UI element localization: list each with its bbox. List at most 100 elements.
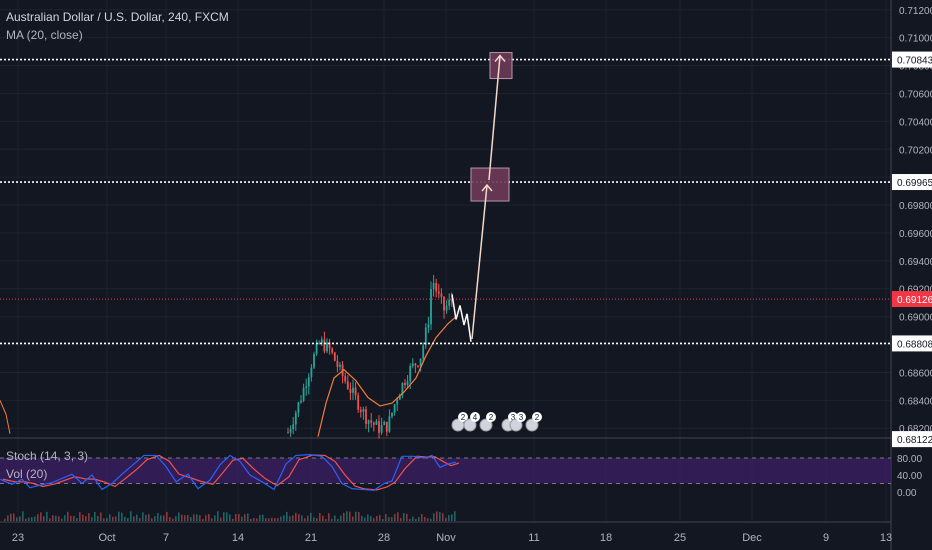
- candle-body: [326, 342, 328, 352]
- price-tick-label: 0.69400: [899, 257, 932, 268]
- volume-bar: [76, 517, 78, 521]
- symbol-title[interactable]: Australian Dollar / U.S. Dollar, 240, FX…: [6, 10, 229, 24]
- candle-body: [435, 283, 438, 292]
- volume-bar: [145, 514, 147, 521]
- volume-bar: [337, 518, 339, 521]
- volume-bar: [115, 516, 117, 521]
- volume-bar: [67, 511, 69, 521]
- volume-bar: [358, 512, 360, 521]
- time-tick-label: 18: [600, 532, 612, 544]
- volume-bar: [118, 511, 120, 521]
- volume-bar: [403, 513, 405, 521]
- event-badge[interactable]: [479, 418, 493, 432]
- price-axis[interactable]: 0.712000.710000.708000.706000.704000.702…: [892, 6, 932, 499]
- volume-bar: [334, 515, 336, 521]
- event-badge[interactable]: [509, 418, 523, 432]
- volume-bar: [328, 513, 330, 521]
- volume-bar: [367, 514, 369, 521]
- volume-bar: [4, 518, 6, 521]
- candle-body: [318, 343, 321, 345]
- candle-body: [339, 364, 341, 367]
- event-badge-count: 2: [535, 413, 540, 422]
- volume-bar: [277, 518, 279, 521]
- event-badge[interactable]: [525, 418, 539, 432]
- volume-bar: [376, 515, 378, 521]
- volume-bar: [307, 515, 309, 521]
- volume-bar: [124, 516, 126, 521]
- price-label-bg-target-1: [892, 174, 932, 191]
- volume-bar: [346, 511, 348, 521]
- volume-bar: [352, 516, 354, 521]
- time-axis[interactable]: 23 Oct 7 14 21 28 Nov 11 18 25 Dec 9 13: [0, 521, 892, 544]
- price-label-target-1: 0.69965: [897, 178, 932, 189]
- candle-body: [328, 342, 331, 349]
- price-tick-label: 0.68200: [899, 424, 932, 435]
- candle-body: [372, 422, 375, 425]
- volume-bar: [382, 518, 384, 521]
- volume-bar: [169, 517, 171, 521]
- stochastic-band: [0, 457, 891, 484]
- candle-body: [398, 394, 401, 400]
- volume-bar: [154, 515, 156, 521]
- stoch-d-line: [2, 454, 460, 491]
- volume-bar: [385, 514, 387, 521]
- vol-legend[interactable]: Vol (20): [6, 467, 48, 481]
- volume-bar: [160, 515, 162, 521]
- ma-legend[interactable]: MA (20, close): [6, 28, 83, 42]
- volume-bar: [388, 517, 390, 521]
- candle-body: [305, 386, 308, 388]
- volume-bar: [451, 514, 453, 521]
- volume-bar: [427, 518, 429, 521]
- volume-bar: [187, 515, 189, 521]
- volume-bar: [433, 513, 435, 521]
- volume-bar: [448, 514, 450, 521]
- volume-bar: [325, 518, 327, 521]
- event-badge-count: 4: [473, 413, 478, 422]
- volume-bar: [211, 518, 213, 521]
- time-tick-label: 9: [823, 532, 829, 544]
- volume-bar: [217, 511, 219, 521]
- event-badge[interactable]: [463, 418, 477, 432]
- volume-bar: [94, 511, 96, 521]
- volume-bar: [439, 511, 441, 521]
- candle-body: [391, 412, 393, 417]
- price-label-bg-bottom: [892, 431, 932, 448]
- volume-bar: [418, 517, 420, 521]
- price-label-current: 0.69126: [897, 295, 932, 306]
- candle-body: [388, 416, 391, 432]
- event-badge-count-bg: [470, 412, 480, 422]
- candle-body: [430, 289, 432, 325]
- volume-bar: [301, 515, 303, 521]
- volume-bar: [256, 518, 258, 521]
- candle-body: [357, 395, 360, 410]
- volume-bar: [292, 515, 294, 521]
- candle-body: [440, 293, 443, 297]
- candle-body: [320, 339, 323, 344]
- volume-bar: [379, 514, 381, 521]
- event-badge-count: 2: [489, 413, 494, 422]
- time-tick-label: 25: [674, 532, 686, 544]
- volume-bar: [208, 514, 210, 521]
- stoch-tick-label: 40.00: [897, 471, 922, 482]
- price-tick-label: 0.71200: [899, 6, 932, 17]
- candle-body: [307, 376, 310, 387]
- price-label-bg-current: [892, 291, 932, 308]
- candle-body: [445, 305, 448, 311]
- volume-bar: [445, 517, 447, 521]
- candle-body: [401, 382, 404, 395]
- volume-bar: [178, 512, 180, 521]
- volume-bar: [406, 513, 408, 521]
- price-tick-label: 0.69800: [899, 201, 932, 212]
- candle-body: [417, 365, 419, 367]
- price-label-target-2: 0.70843: [897, 56, 932, 67]
- volume-bar: [319, 512, 321, 521]
- stoch-legend[interactable]: Stoch (14, 3, 3): [6, 449, 89, 463]
- event-badge-count-bg: [532, 412, 542, 422]
- volume-bar: [82, 514, 84, 521]
- arrow-head-1: [481, 183, 493, 192]
- price-tick-label: 0.70400: [899, 117, 932, 128]
- candle-body: [302, 387, 305, 401]
- volume-bar: [343, 512, 345, 521]
